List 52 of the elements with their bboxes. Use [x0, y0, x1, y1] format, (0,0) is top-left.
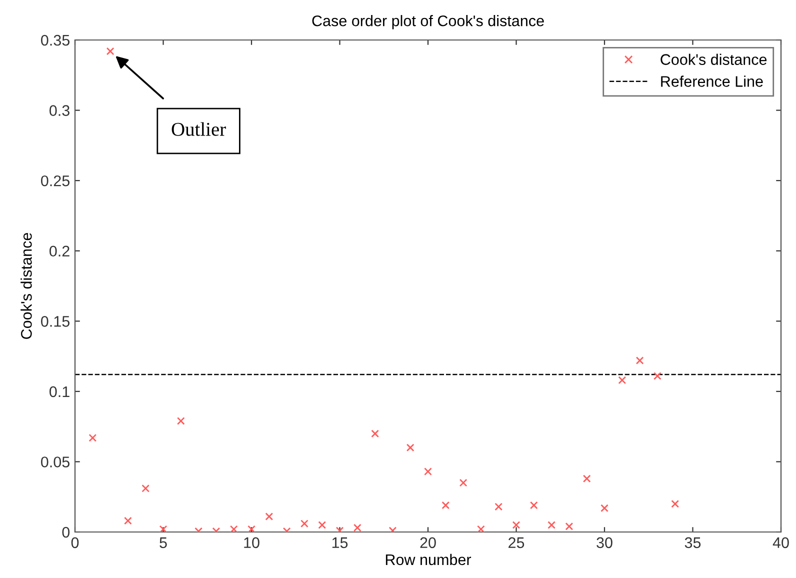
point [248, 525, 256, 532]
x-tick-label: 25 [508, 537, 524, 548]
point [265, 512, 274, 520]
point [424, 468, 432, 476]
x-tick-label: 0 [71, 537, 79, 548]
point [88, 434, 97, 442]
point [512, 521, 520, 529]
x-tick-label: 40 [772, 537, 789, 548]
x-tick-label: 5 [160, 537, 167, 548]
point [530, 501, 538, 510]
point [124, 516, 132, 525]
legend-label: Cook's distance [660, 54, 767, 65]
y-tick-label: 0.05 [41, 456, 70, 468]
y-tick-label: 0.25 [41, 175, 70, 186]
chart-title: Case order plot of Cook's distance [312, 15, 544, 30]
point [671, 500, 680, 508]
point [494, 502, 503, 511]
y-tick-label: 0.3 [50, 105, 70, 116]
y-axis-title: Cook's distance [20, 232, 32, 339]
x-tick-label: 35 [684, 537, 701, 548]
y-tick-label: 0.35 [41, 34, 70, 46]
x-tick-label: 20 [420, 537, 436, 548]
point [442, 501, 450, 510]
point [176, 416, 185, 425]
point [654, 372, 662, 380]
point [159, 525, 168, 532]
x-tick-label: 15 [332, 537, 348, 548]
point [142, 484, 150, 492]
y-tick-label: 0.1 [50, 386, 70, 398]
legend-label: Reference Line [661, 76, 763, 87]
point [459, 478, 468, 487]
point [582, 474, 591, 483]
x-tick-label: 10 [244, 537, 260, 548]
point [230, 525, 238, 532]
y-tick-label: 0 [62, 526, 70, 538]
point [548, 521, 556, 529]
point [600, 504, 608, 512]
point [318, 521, 326, 529]
x-axis-title: Row number [386, 554, 472, 566]
y-tick-label: 0.15 [41, 316, 70, 327]
annotation: Outlier [172, 122, 226, 136]
point [371, 430, 379, 438]
x-tick-label: 30 [596, 537, 612, 548]
point [406, 444, 414, 452]
point [565, 522, 574, 530]
point [300, 520, 308, 528]
y-tick-label: 0.2 [50, 246, 70, 257]
point [618, 376, 626, 384]
point [353, 524, 362, 532]
point [106, 47, 114, 56]
point [477, 525, 485, 532]
point [636, 356, 644, 364]
